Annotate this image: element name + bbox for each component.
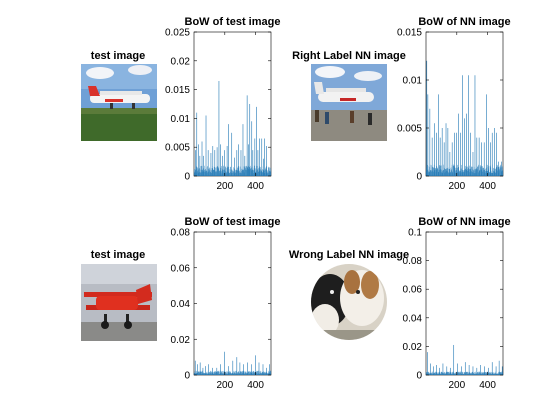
biplane-photo (81, 264, 157, 341)
x-tick-label: 200 (448, 181, 465, 192)
image-title-1: test image (91, 50, 145, 62)
image-title-2: Right Label NN image (292, 50, 406, 62)
chart-bars (425, 60, 504, 176)
y-tick-label: 0.005 (397, 124, 422, 135)
image-title-4: Wrong Label NN image (289, 249, 409, 261)
x-tick-label: 400 (479, 181, 496, 192)
y-tick-label: 0.1 (408, 228, 422, 239)
y-tick-label: 0.015 (397, 28, 422, 39)
y-tick-label: 0.04 (403, 313, 423, 324)
chart-title: BoW of NN image (418, 16, 510, 28)
chart-title: BoW of test image (185, 216, 281, 228)
y-tick-label: 0.06 (171, 263, 191, 274)
y-tick-label: 0 (416, 371, 422, 382)
x-tick-label: 400 (247, 380, 264, 391)
y-tick-label: 0 (184, 172, 190, 183)
chart-title: BoW of NN image (418, 216, 510, 228)
y-tick-label: 0.015 (165, 85, 190, 96)
image-title-3: test image (91, 249, 145, 261)
chart-bars (425, 344, 504, 375)
image-panel-1: test image (81, 50, 157, 141)
y-tick-label: 0.06 (403, 285, 423, 296)
y-tick-label: 0.08 (171, 228, 191, 239)
y-tick-label: 0.02 (403, 342, 423, 353)
chart-4: BoW of NN image 0 0.02 0.04 0.06 0.08 0.1 200 40… (403, 216, 511, 391)
chart-bars (193, 351, 272, 375)
y-tick-label: 0.08 (403, 256, 423, 267)
dogs-photo (311, 264, 387, 340)
chart-2: BoW of NN image 0 0.005 0.01 0.015 200 400 (397, 16, 511, 192)
x-tick-label: 400 (479, 380, 496, 391)
chart-axes-box (425, 231, 504, 376)
x-tick-label: 200 (216, 380, 233, 391)
charts: BoW of test image 0 0.005 0.01 0.015 0.02 0.02… (165, 16, 511, 391)
y-tick-label: 0.02 (171, 335, 191, 346)
y-tick-label: 0.04 (171, 299, 191, 310)
chart-title: BoW of test image (185, 16, 281, 28)
x-tick-label: 200 (216, 181, 233, 192)
x-tick-label: 200 (448, 380, 465, 391)
aircraft-photo-1 (81, 64, 157, 141)
chart-3: BoW of test image 0 0.02 0.04 0.06 0.08 200 400 (171, 216, 281, 391)
y-tick-label: 0.02 (171, 56, 191, 67)
x-tick-label: 400 (247, 181, 264, 192)
y-tick-label: 0 (184, 371, 190, 382)
y-tick-label: 0 (416, 172, 422, 183)
image-panel-3: test image (81, 249, 157, 341)
chart-axes-box (193, 231, 272, 376)
chart-1: BoW of test image 0 0.005 0.01 0.015 0.02 0.02… (165, 16, 281, 192)
y-tick-label: 0.005 (165, 143, 190, 154)
aircraft-photo-2 (311, 64, 387, 141)
y-tick-label: 0.025 (165, 28, 190, 39)
y-tick-label: 0.01 (403, 76, 423, 87)
image-panel-4: Wrong Label NN image (289, 249, 409, 340)
chart-bars (193, 80, 272, 176)
y-tick-label: 0.01 (171, 114, 191, 125)
image-panel-2: Right Label NN image (292, 50, 406, 141)
